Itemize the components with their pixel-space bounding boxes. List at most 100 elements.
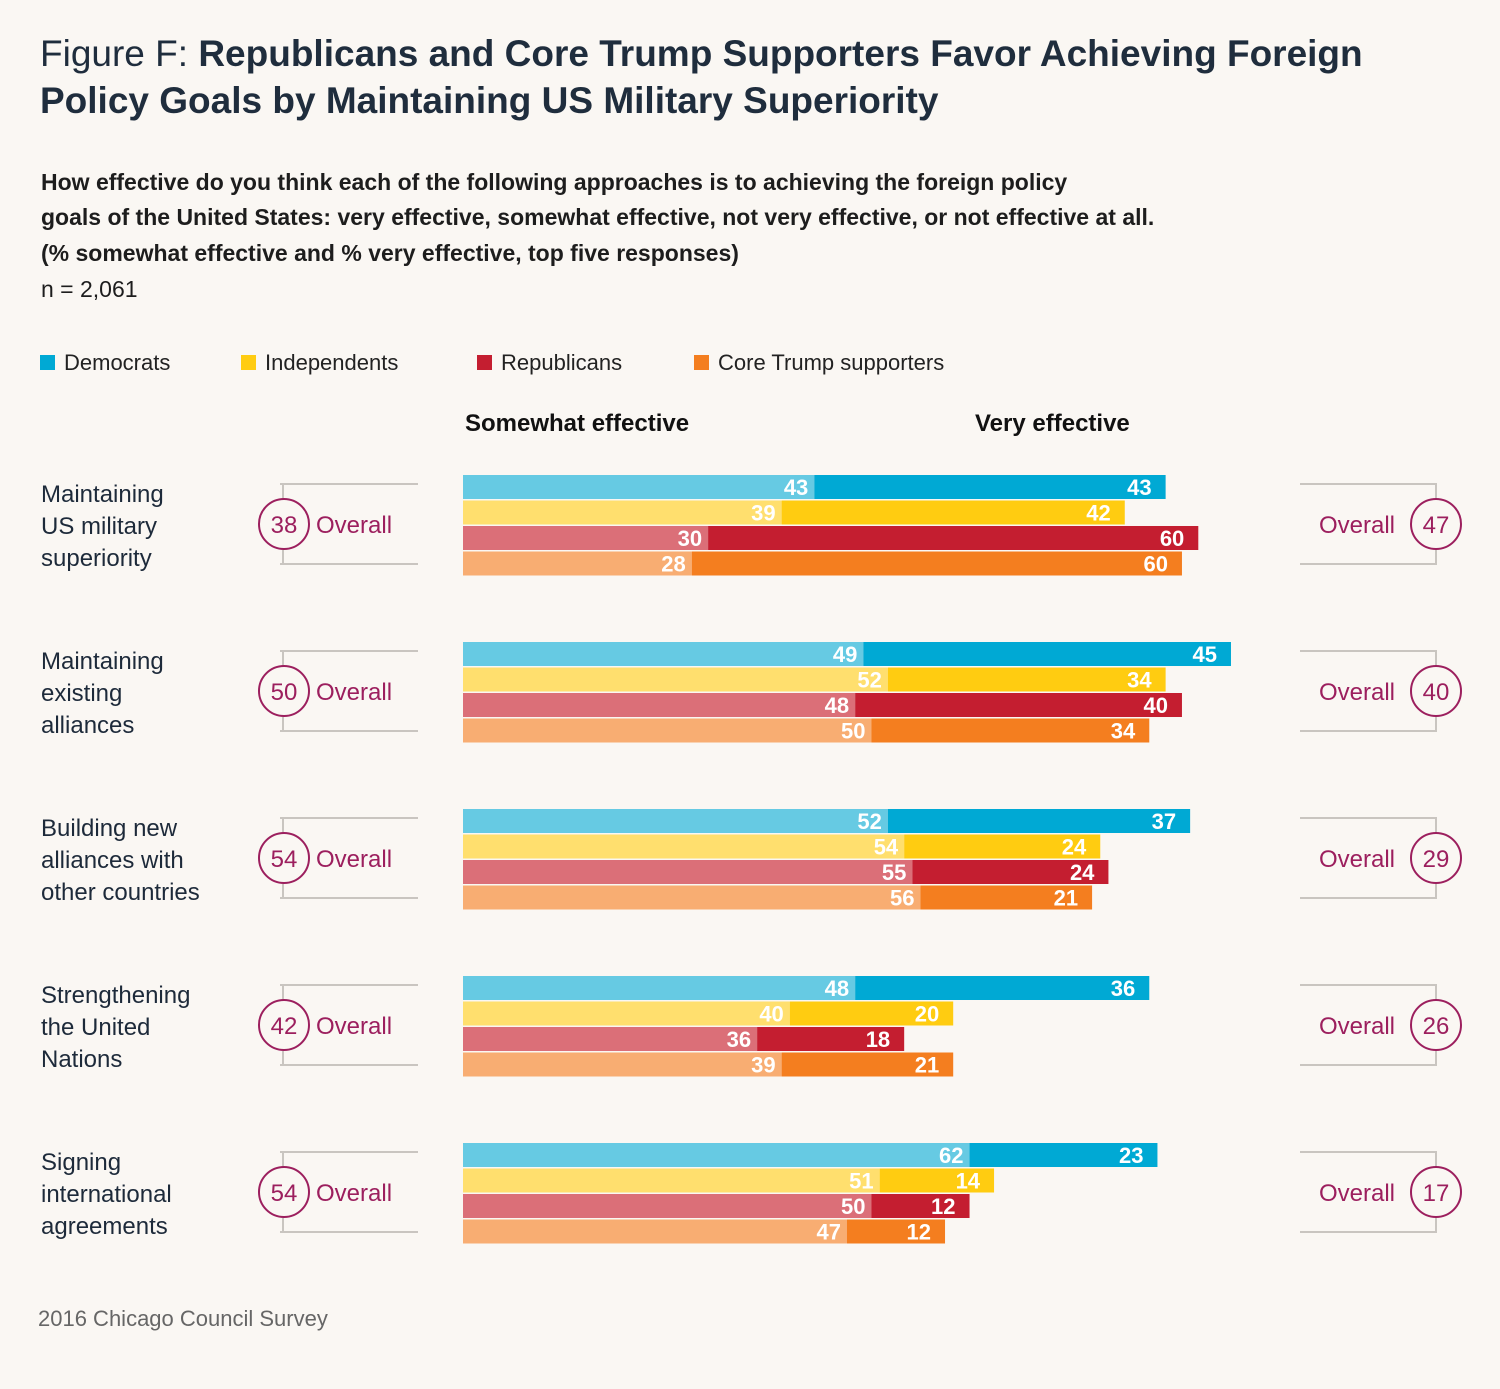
- overall-somewhat-value: 54: [271, 846, 298, 873]
- bar-very: [904, 834, 1101, 859]
- overall-very-circle: [1410, 498, 1462, 550]
- bar-somewhat-label: 52: [857, 668, 881, 693]
- bar-very-label: 34: [1111, 719, 1136, 744]
- category-label: Building new: [41, 815, 178, 842]
- bar-somewhat: [463, 834, 905, 859]
- overall-very-value: 29: [1423, 846, 1450, 873]
- bar-very-label: 12: [907, 1220, 931, 1245]
- question-line-3: (% somewhat effective and % very effecti…: [41, 240, 739, 266]
- chart-title: Figure F: Republicans and Core Trump Sup…: [40, 30, 1460, 124]
- question-line-1: How effective do you think each of the f…: [41, 169, 1068, 195]
- bar-very: [871, 1194, 970, 1218]
- overall-very-value: 47: [1423, 512, 1450, 539]
- bar-somewhat: [463, 860, 913, 884]
- bar-very: [789, 1001, 954, 1026]
- bar-very-label: 60: [1143, 552, 1167, 577]
- bar-very: [691, 551, 1182, 576]
- bar-very: [920, 885, 1093, 910]
- bar-very-label: 34: [1127, 668, 1152, 693]
- bar-somewhat: [463, 1168, 880, 1193]
- overall-very-circle: [1410, 832, 1462, 884]
- overall-very-circle: [1410, 1166, 1462, 1218]
- bar-somewhat-label: 47: [817, 1220, 841, 1245]
- source-footer: 2016 Chicago Council Survey: [38, 1306, 328, 1331]
- bar-somewhat: [463, 693, 856, 717]
- overall-label: Overall: [1319, 1013, 1395, 1040]
- bar-somewhat-label: 28: [661, 552, 685, 577]
- bar-somewhat-label: 50: [841, 719, 865, 744]
- overall-somewhat-value: 38: [271, 512, 298, 539]
- category-label: Maintaining: [41, 481, 164, 508]
- bar-somewhat: [463, 718, 872, 743]
- overall-label: Overall: [1319, 846, 1395, 873]
- bar-somewhat-label: 52: [857, 809, 881, 834]
- bar-somewhat: [463, 500, 782, 525]
- bar-somewhat: [463, 1027, 758, 1051]
- legend-core-trump: Core Trump supporters: [694, 350, 944, 376]
- bar-very-label: 14: [956, 1169, 981, 1194]
- category-label: existing: [41, 680, 122, 707]
- category-label: alliances with: [41, 847, 184, 874]
- bar-somewhat: [463, 551, 692, 576]
- category-label: agreements: [41, 1213, 168, 1240]
- bar-very: [855, 976, 1150, 1000]
- title-main: Republicans and Core Trump Supporters Fa…: [40, 33, 1363, 121]
- bar-very: [781, 1052, 954, 1077]
- overall-label: Overall: [316, 512, 392, 539]
- bar-very-label: 12: [931, 1194, 955, 1219]
- bar-somewhat-label: 55: [882, 860, 906, 885]
- bar-very: [887, 809, 1191, 833]
- bar-very-label: 23: [1119, 1143, 1143, 1168]
- bar-somewhat: [463, 1194, 872, 1218]
- legend-republicans: Republicans: [477, 350, 622, 376]
- legend-independents: Independents: [241, 350, 398, 376]
- legend-label: Democrats: [64, 350, 171, 375]
- overall-label: Overall: [1319, 679, 1395, 706]
- category-label: Maintaining: [41, 648, 164, 675]
- legend-swatch: [40, 355, 55, 370]
- bar-very-label: 37: [1152, 809, 1176, 834]
- overall-somewhat-value: 54: [271, 1180, 298, 1207]
- bar-somewhat: [463, 642, 864, 666]
- bar-very: [887, 667, 1166, 692]
- legend-label: Independents: [265, 350, 399, 375]
- bar-very-label: 20: [915, 1002, 939, 1027]
- bar-somewhat: [463, 885, 921, 910]
- bar-somewhat-label: 48: [825, 976, 849, 1001]
- overall-somewhat-value: 42: [271, 1013, 298, 1040]
- bar-somewhat-label: 36: [727, 1027, 751, 1052]
- category-label: Signing: [41, 1149, 121, 1176]
- overall-very-value: 40: [1423, 679, 1450, 706]
- bar-very: [863, 642, 1231, 666]
- bar-somewhat-label: 56: [890, 886, 914, 911]
- overall-label: Overall: [316, 1013, 392, 1040]
- overall-very-value: 26: [1423, 1013, 1450, 1040]
- legend-label: Republicans: [501, 350, 623, 375]
- overall-somewhat-value: 50: [271, 679, 298, 706]
- bar-very: [912, 860, 1109, 884]
- bar-very: [781, 500, 1125, 525]
- overall-label: Overall: [316, 679, 392, 706]
- title-prefix: Figure F:: [40, 33, 199, 74]
- bar-somewhat-label: 62: [939, 1143, 963, 1168]
- bar-very-label: 18: [866, 1027, 890, 1052]
- column-header-somewhat: Somewhat effective: [465, 410, 690, 437]
- overall-very-circle: [1410, 999, 1462, 1051]
- overall-somewhat-circle: [258, 999, 310, 1051]
- category-label: alliances: [41, 712, 134, 739]
- bar-very: [969, 1143, 1158, 1167]
- overall-somewhat-circle: [258, 832, 310, 884]
- overall-label: Overall: [316, 846, 392, 873]
- bar-somewhat: [463, 976, 856, 1000]
- bar-somewhat: [463, 475, 815, 499]
- bar-very: [846, 1219, 946, 1244]
- overall-somewhat-circle: [258, 498, 310, 550]
- bar-somewhat-label: 51: [849, 1169, 873, 1194]
- bar-very-label: 45: [1192, 642, 1216, 667]
- overall-somewhat-circle: [258, 1166, 310, 1218]
- legend-swatch: [241, 355, 256, 370]
- bar-somewhat: [463, 809, 888, 833]
- bar-very-label: 24: [1062, 835, 1087, 860]
- legend-swatch: [477, 355, 492, 370]
